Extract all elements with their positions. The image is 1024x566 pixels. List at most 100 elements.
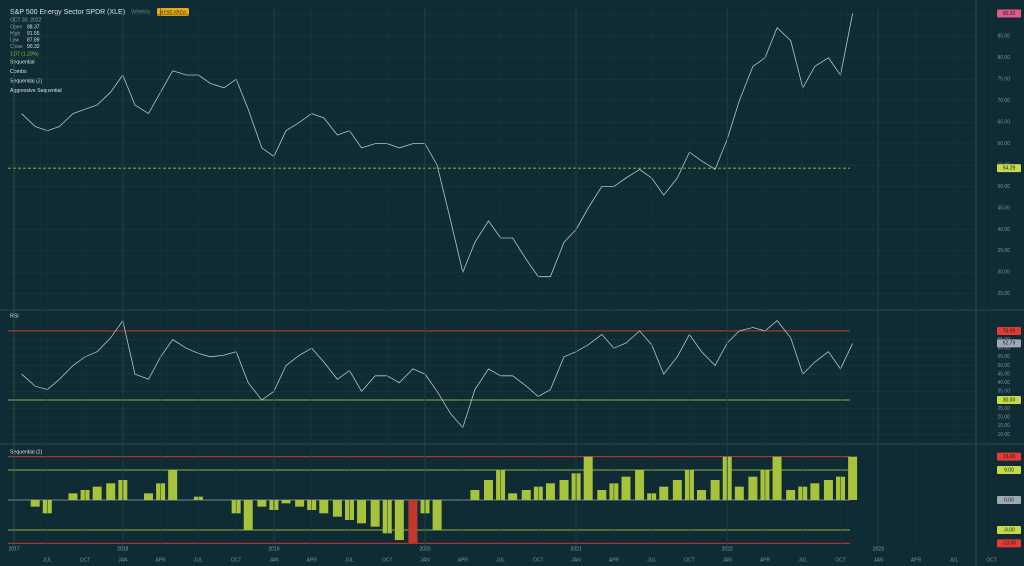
bar [786,490,796,500]
y-tick-label: 60.00 [997,346,1010,352]
bar [521,490,531,500]
bar [583,456,593,500]
x-year-label: 2023 [873,546,884,552]
indicator-list: Sequential Combo Sequential (2) Aggressive … [10,59,62,94]
bar [357,500,367,524]
last-value-label: 90.32 [1003,11,1016,17]
date: OCT 30, 2022 [10,17,42,23]
x-month-label: APR [458,557,469,563]
level-label: 9.00 [1004,467,1014,473]
indicator-name[interactable]: Aggressive Sequential [10,88,62,94]
ohlc-label: Open [10,24,22,30]
y-tick-label: 80.00 [997,55,1010,61]
bar [823,480,833,500]
x-month-label: OCT [80,557,91,563]
y-tick-label: 40.00 [997,380,1010,386]
x-month-label: JUL [194,557,203,563]
level-badge [997,496,1021,504]
bar [144,493,154,500]
bar [106,483,116,500]
bar [635,470,645,500]
x-month-label: JAN [118,557,128,563]
x-month-label: JAN [269,557,279,563]
bar [848,456,858,500]
bar [30,500,40,507]
level-badge [997,466,1021,474]
x-month-label: APR [760,557,771,563]
plot: 25.00 30.00 35.00 40.00 45.00 50.00 55.00 60.00… [8,8,1021,563]
y-tick-label: 50.00 [997,363,1010,369]
ohlc-value: 91.55 [27,31,40,37]
title: S&P 500 Energy Sector SPDR (XLE) [10,9,125,16]
bar [734,486,744,500]
indicator-name[interactable]: Sequential (2) [10,78,43,84]
y-tick-label: 70.00 [997,98,1010,104]
x-month-label: OCT [382,557,393,563]
x-month-label: JAN [874,557,884,563]
exchange-badge[interactable] [157,8,189,16]
level-badge [997,526,1021,534]
y-tick-label: 35.00 [997,389,1010,395]
level-label: -13.00 [1002,541,1016,547]
bar [257,500,267,507]
indicator-name[interactable]: Combo [10,69,27,75]
x-month-label: APR [911,557,922,563]
x-month-label: OCT [684,557,695,563]
y-tick-label: 85.00 [997,34,1010,40]
ohlc-value: 87.89 [27,37,40,43]
bar [394,500,404,540]
bar [483,480,493,500]
level-label: 70.00 [1003,328,1016,334]
ohlc-label: High [10,31,21,37]
bar [659,486,669,500]
x-year-label: 2022 [722,546,733,552]
y-tick-label: 45.00 [997,371,1010,377]
y-tick-label: 35.00 [997,248,1010,254]
level-badge [997,326,1021,335]
ohlc-value: 88.37 [27,24,40,30]
level-badge [997,164,1021,173]
level-badge [997,539,1021,548]
bar [470,490,480,500]
ohlc-legend: Open 88.37 High 91.55 Low 87.89 Close 90.32 [10,24,40,50]
last-value-badge [997,339,1021,348]
x-month-label: JUL [949,557,958,563]
bar [370,500,380,527]
x-month-label: JAN [722,557,732,563]
bar [508,493,518,500]
exchange: NYSE ARCA [160,9,186,14]
indicator-name[interactable]: Sequential [10,59,35,65]
bar [243,500,253,530]
bar [545,483,555,500]
bar [748,476,758,500]
ohlc-label: Low [10,37,20,43]
bar [332,500,342,517]
bar [432,500,442,530]
y-tick-label: 75.00 [997,77,1010,83]
x-month-label: APR [307,557,318,563]
bar [92,486,102,500]
x-month-label: JUL [798,557,807,563]
x-month-label: JAN [571,557,581,563]
bar [597,490,607,500]
x-year-label: 2019 [268,546,279,552]
bar [697,490,707,500]
ohlc-value: 90.32 [27,44,40,50]
ohlc-label: Close [10,44,23,50]
level-badge [997,395,1021,404]
bar [408,500,418,544]
bar [281,500,291,504]
y-tick-label: 60.00 [997,141,1010,147]
y-tick-label: 15.00 [997,423,1010,429]
x-month-label: JUL [345,557,354,563]
y-tick-label: 20.00 [997,415,1010,421]
x-month-label: OCT [231,557,242,563]
x-month-label: JUL [496,557,505,563]
y-tick-label: 30.00 [997,270,1010,276]
x-month-label: APR [155,557,166,563]
level-label: 13.00 [1003,454,1016,460]
level-label: 54.29 [1003,165,1016,171]
change: 1.07 (1.20%) [10,51,39,57]
